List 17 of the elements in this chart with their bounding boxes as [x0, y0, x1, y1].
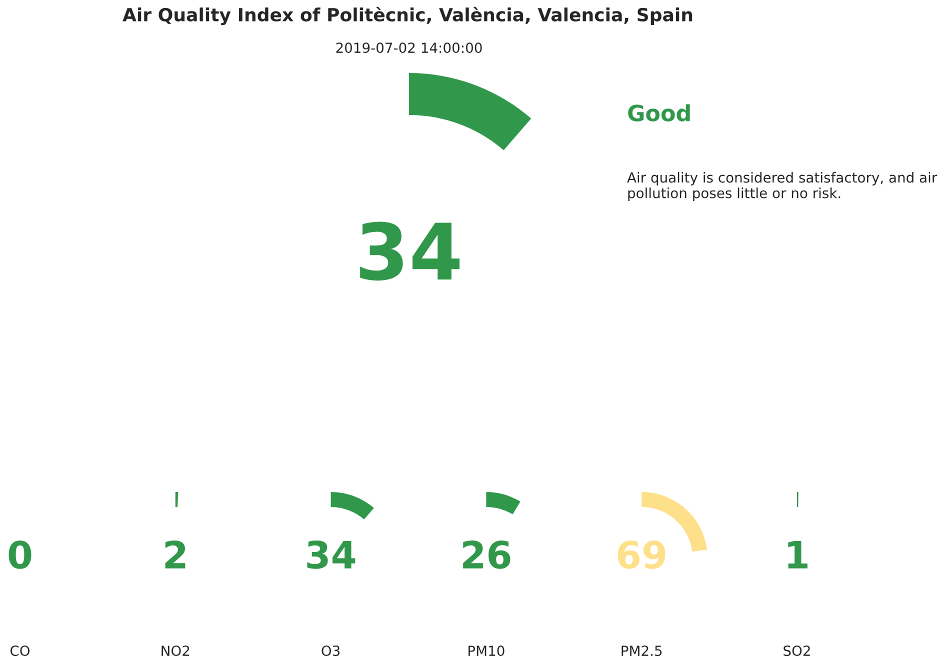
text: 2019-07-02 14:00:00	[336, 42, 482, 54]
data-label: 69	[618, 540, 666, 569]
category-label: SO2	[784, 646, 810, 656]
text: Air quality is considered satisfactory, and air pollution poses little or no risk.	[627, 172, 938, 201]
data-label: 0	[8, 540, 32, 569]
text: Air Quality Index of Politècnic, València, Valencia, Spain	[122, 6, 692, 26]
data-label: 26	[463, 540, 510, 569]
data-label: 34	[360, 222, 460, 281]
category-label: NO2	[162, 646, 190, 656]
data-label: 1	[788, 541, 808, 568]
text: Good	[628, 104, 690, 122]
category-label: O3	[322, 646, 340, 656]
category-label: PM10	[468, 646, 504, 656]
category-label: CO	[10, 646, 30, 656]
category-label: PM2.5	[622, 646, 662, 656]
data-label: 34	[307, 540, 356, 569]
data-label: 2	[165, 540, 186, 568]
